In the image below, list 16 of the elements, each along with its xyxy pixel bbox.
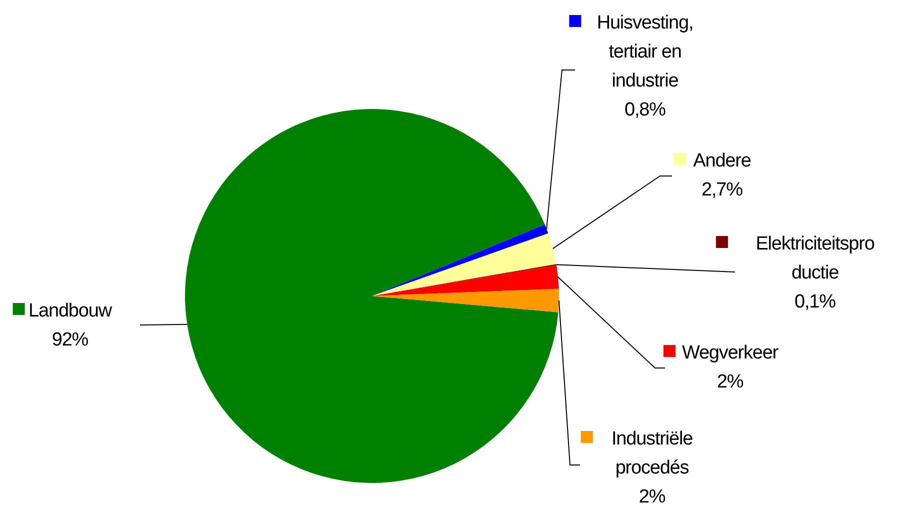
- data-label: 0,8%: [624, 100, 666, 121]
- data-label: 2%: [716, 372, 744, 393]
- pie-slice: [372, 224, 548, 296]
- legend-label: Andere: [693, 150, 751, 172]
- legend-label: Industriële procedés: [611, 428, 693, 479]
- data-label: 2%: [638, 486, 666, 506]
- data-label: 0,1%: [794, 292, 836, 313]
- pie-slice: [372, 288, 559, 312]
- legend-label: Wegverkeer: [682, 342, 780, 364]
- legend-label: Elektriciteitsproductie: [756, 234, 874, 284]
- legend-label: Landbouw: [28, 300, 112, 322]
- pie-slice: [372, 233, 556, 296]
- data-label: 2,7%: [702, 180, 744, 201]
- legend-label: Huisvesting, tertiair en industrie: [596, 12, 694, 92]
- data-label: 92%: [52, 330, 89, 351]
- pie-slice: [185, 109, 558, 483]
